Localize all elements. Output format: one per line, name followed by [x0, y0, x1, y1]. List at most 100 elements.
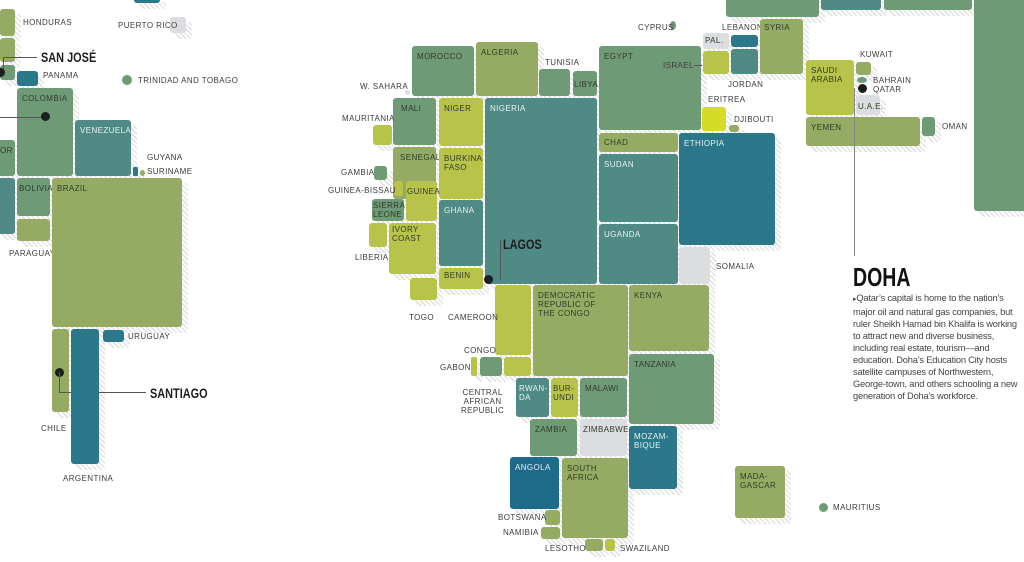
country-zambia-box[interactable]: ZAMBIA [530, 419, 583, 462]
country-burundi-box[interactable]: BUR- UNDI [551, 378, 584, 423]
country-malawi-box[interactable]: MALAWI [580, 378, 633, 423]
country-sudan-box[interactable]: SUDAN [599, 154, 684, 228]
label-botswana: BOTSWANA [498, 513, 547, 522]
country-uganda-box[interactable]: UGANDA [599, 224, 684, 290]
country-algeria-box[interactable]: ALGERIA [476, 42, 544, 102]
country-mauritania-box[interactable] [373, 125, 398, 151]
label-suriname: SURINAME [147, 167, 193, 176]
country-w-sahara-dot[interactable] [405, 90, 410, 95]
country-top-box[interactable] [134, 0, 166, 9]
country-venezuela-box[interactable]: VENEZUELA [75, 120, 137, 182]
country-eritrea-box[interactable] [702, 107, 732, 137]
label-guinea-bissau: GUINEA-BISSAU [328, 186, 396, 195]
country-ghana-box[interactable]: GHANA [439, 200, 489, 272]
country-liberia-box[interactable] [369, 223, 393, 253]
country-asia-box[interactable] [974, 0, 1024, 217]
label-kenya: KENYA [634, 291, 663, 300]
country-bahrain-dot[interactable] [857, 77, 867, 83]
country-top-box-1[interactable] [726, 0, 825, 23]
country-palestine-box[interactable]: PAL. [703, 33, 735, 55]
country-niger-box[interactable]: NIGER [439, 98, 489, 152]
country-peru-box[interactable] [0, 178, 21, 240]
country-brazil-box[interactable]: BRAZIL [52, 178, 188, 333]
country-tanzania-box[interactable]: TANZANIA [629, 354, 720, 430]
country-ivory-coast-box[interactable]: IVORY COAST [389, 223, 442, 280]
country-senegal-box[interactable]: SENEGAL [393, 147, 442, 205]
country-jordan-box[interactable] [731, 49, 764, 80]
country-panama-box[interactable] [17, 71, 44, 92]
country-guyana-box[interactable] [133, 167, 144, 182]
country-guinea-box[interactable]: GUINEA [406, 181, 443, 227]
country-top-box-3[interactable] [884, 0, 978, 16]
country-angola-box[interactable]: ANGOLA [510, 457, 565, 515]
bogota-dot[interactable] [41, 112, 50, 121]
country-bolivia-box[interactable]: BOLIVIA [17, 178, 56, 222]
country-trinidad-dot[interactable] [122, 75, 132, 85]
country-egypt-box[interactable]: EGYPT [599, 46, 707, 136]
country-suriname-dot[interactable] [140, 170, 145, 176]
country-madagascar-box[interactable]: MADA- GASCAR [735, 466, 791, 524]
country-mali-box[interactable]: MALI [393, 98, 442, 151]
country-syria-box[interactable]: SYRIA [760, 19, 809, 80]
lagos-dot[interactable] [484, 275, 493, 284]
label-swaziland: SWAZILAND [620, 544, 670, 553]
country-israel-box[interactable] [703, 51, 735, 80]
country-honduras-box[interactable] [0, 9, 21, 42]
country-gabon-box[interactable] [471, 357, 483, 382]
country-benin-box[interactable]: BENIN [439, 268, 489, 295]
country-uruguay-box[interactable] [103, 330, 130, 348]
country-oman-box[interactable] [922, 117, 941, 142]
country-togo-box[interactable] [410, 278, 443, 306]
country-burkina-faso-box[interactable]: BURKINA FASO [439, 148, 489, 205]
label-chile: CHILE [41, 424, 67, 433]
country-congo-box[interactable] [480, 357, 508, 382]
country-morocco-box[interactable]: MOROCCO [412, 46, 480, 102]
country-top-box-2[interactable] [821, 0, 887, 16]
label-eritrea: ERITREA [708, 95, 746, 104]
country-nigeria-box[interactable]: NIGERIA [485, 98, 603, 290]
country-lesotho-box[interactable] [585, 539, 609, 557]
san-jose-dot[interactable] [0, 68, 5, 77]
country-paraguay-box[interactable] [17, 219, 56, 247]
country-chad-box[interactable]: CHAD [599, 133, 684, 158]
label-togo: TOGO [409, 313, 435, 322]
country-sierra-leone-box[interactable]: SIERRA LEONE [372, 199, 410, 227]
country-cyprus-dot[interactable] [670, 21, 676, 30]
country-libya-box[interactable]: LIBYA [573, 71, 603, 102]
country-kuwait-box[interactable] [856, 62, 877, 81]
country-mozambique-box[interactable]: MOZAM- BIQUE [629, 426, 683, 495]
country-saudi-arabia-box[interactable]: SAUDI ARABIA [806, 60, 860, 121]
country-lebanon-box[interactable] [731, 35, 764, 53]
country-ethiopia-box[interactable]: ETHIOPIA [679, 133, 781, 251]
label-guyana: GUYANA [147, 153, 183, 162]
label-zambia: ZAMBIA [535, 425, 568, 434]
country-uae-box[interactable]: U.A.E. [856, 95, 886, 121]
label-senegal: SENEGAL [400, 153, 441, 162]
country-gambia-box[interactable] [374, 166, 393, 186]
label-oman: OMAN [942, 122, 968, 131]
country-drc-box[interactable]: DEMOCRATIC REPUBLIC OF THE CONGO [533, 285, 634, 382]
label-mauritius: MAURITIUS [833, 503, 881, 512]
country-yemen-box[interactable]: YEMEN [806, 117, 926, 152]
country-djibouti-box[interactable] [729, 125, 745, 138]
country-kenya-box[interactable]: KENYA [629, 285, 715, 357]
country-zimbabwe-box[interactable]: ZIMBABWE [580, 419, 633, 462]
country-rwanda-box[interactable]: RWAN- DA [516, 378, 555, 423]
label-syria: SYRIA [764, 23, 791, 32]
country-tunisia-box[interactable] [539, 69, 576, 102]
country-cameroon-box[interactable] [495, 285, 537, 361]
label-mozambique: MOZAM- BIQUE [634, 432, 669, 450]
country-botswana-box[interactable] [545, 510, 566, 531]
country-south-africa-box[interactable]: SOUTH AFRICA [562, 458, 634, 544]
country-colombia-box[interactable]: COLOMBIA [17, 88, 79, 182]
label-saudi-arabia: SAUDI ARABIA [811, 66, 843, 84]
country-mauritius-dot[interactable] [819, 503, 828, 512]
country-somalia-box[interactable] [679, 247, 716, 290]
country-ecuador-box[interactable]: OR [0, 140, 21, 182]
qatar-doha-dot[interactable] [858, 84, 867, 93]
country-namibia-box[interactable] [541, 527, 566, 545]
country-argentina-box[interactable] [71, 329, 105, 470]
country-swaziland-box[interactable] [605, 539, 621, 557]
label-yemen: YEMEN [811, 123, 842, 132]
country-car-box[interactable] [504, 357, 537, 382]
